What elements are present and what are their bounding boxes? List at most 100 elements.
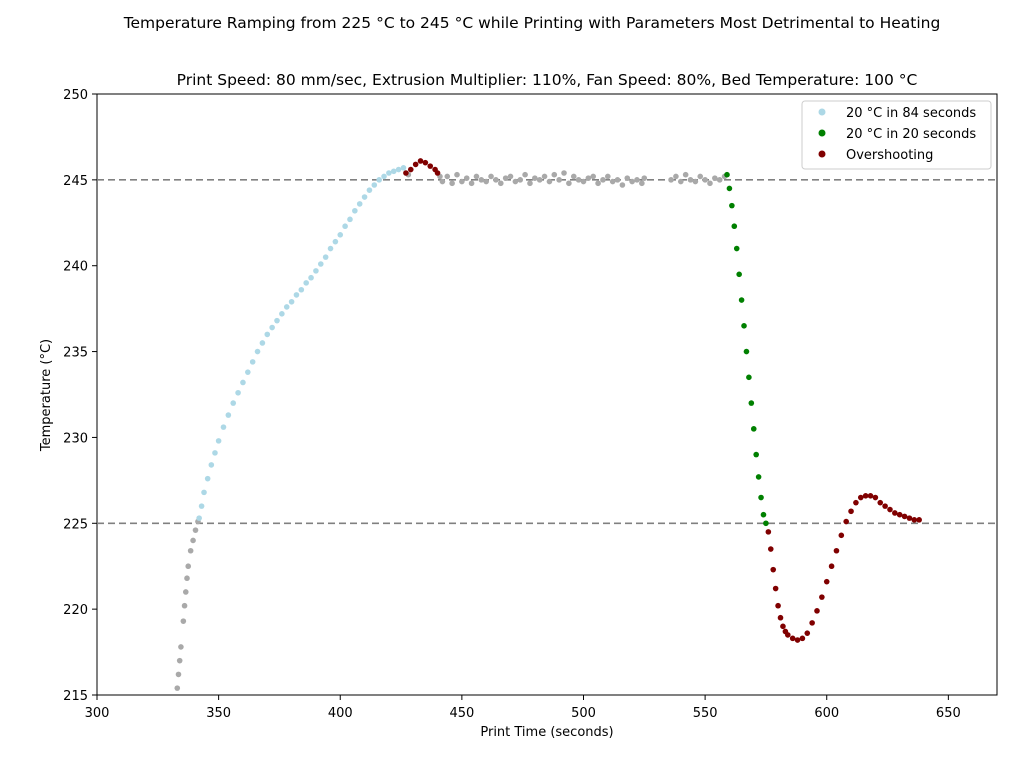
data-point	[733, 245, 740, 252]
data-point	[789, 635, 796, 642]
data-point	[444, 173, 451, 180]
data-point	[493, 177, 499, 183]
series-1	[196, 165, 407, 521]
data-point	[833, 547, 840, 554]
data-point	[201, 489, 207, 496]
data-point	[750, 426, 757, 432]
data-point	[906, 515, 913, 521]
y-axis: 215 220 225 230 235 240 245 250	[63, 88, 97, 704]
data-point	[541, 173, 548, 180]
legend-label-84-seconds: 20 °C in 84 seconds	[846, 106, 976, 121]
legend: 20 °C in 84 seconds 20 °C in 20 seconds …	[801, 100, 992, 170]
data-point	[279, 310, 285, 317]
data-point	[459, 178, 465, 185]
data-point	[342, 223, 348, 230]
data-point	[174, 685, 181, 691]
data-point	[308, 274, 314, 281]
data-point	[468, 180, 475, 187]
data-point	[772, 585, 779, 592]
data-point	[407, 166, 414, 173]
legend-marker-84-seconds	[818, 108, 826, 116]
data-point	[872, 494, 879, 501]
data-point	[434, 170, 441, 176]
x-tick-label: 400	[328, 706, 353, 721]
data-point	[303, 280, 309, 286]
data-point	[356, 201, 363, 207]
data-point	[215, 438, 222, 444]
data-point	[176, 657, 183, 664]
data-point	[843, 518, 849, 525]
data-point	[716, 177, 723, 183]
data-point	[298, 286, 305, 293]
data-point	[417, 158, 424, 164]
data-point	[758, 494, 764, 501]
x-tick-label: 600	[814, 706, 839, 721]
data-point	[780, 623, 786, 630]
data-point	[361, 194, 368, 200]
data-point	[590, 173, 597, 180]
data-point	[293, 292, 300, 298]
data-point	[322, 254, 329, 260]
data-point	[187, 547, 194, 554]
data-point	[838, 532, 845, 539]
data-point	[566, 180, 572, 187]
legend-box	[801, 100, 992, 170]
x-axis: 300 350 400 450 500 550 600 650	[85, 695, 961, 721]
data-point	[697, 173, 704, 180]
data-point	[212, 450, 218, 456]
data-point	[619, 182, 626, 188]
data-point	[814, 608, 820, 614]
chart-title: Temperature Ramping from 225 °C to 245 °…	[123, 14, 941, 32]
data-point	[182, 589, 189, 595]
data-point	[269, 324, 275, 331]
data-point	[755, 474, 762, 480]
data-point	[371, 182, 378, 188]
data-point	[180, 618, 187, 624]
data-point	[196, 515, 202, 521]
series-3	[403, 158, 922, 643]
data-point	[763, 520, 769, 527]
data-point	[853, 499, 859, 506]
data-point	[532, 175, 538, 181]
data-point	[185, 563, 192, 570]
data-point	[777, 614, 784, 621]
data-point	[916, 517, 922, 523]
data-point	[682, 171, 689, 178]
data-point	[809, 620, 815, 626]
data-point	[347, 216, 353, 223]
data-point	[546, 178, 553, 185]
data-point	[395, 166, 402, 173]
data-point	[178, 644, 184, 650]
data-point	[352, 207, 358, 214]
data-point	[288, 298, 295, 305]
data-point	[819, 594, 825, 600]
data-point	[629, 178, 635, 185]
data-point	[230, 400, 237, 406]
data-point	[882, 503, 888, 509]
data-point	[497, 180, 504, 187]
data-point	[403, 170, 409, 176]
data-point	[828, 563, 835, 570]
data-point	[877, 499, 884, 506]
data-point	[600, 177, 606, 183]
data-point	[712, 175, 718, 181]
data-point	[887, 506, 893, 513]
data-point	[198, 503, 205, 509]
data-point	[249, 359, 256, 365]
data-point	[857, 494, 864, 501]
data-point	[264, 331, 271, 338]
data-point	[605, 173, 611, 180]
data-point	[208, 462, 215, 468]
data-point	[585, 175, 592, 181]
data-points-layer	[174, 158, 922, 691]
data-point	[760, 511, 767, 518]
data-point	[770, 566, 777, 573]
legend-marker-overshooting	[818, 150, 826, 158]
data-point	[274, 317, 280, 324]
data-point	[317, 261, 324, 267]
data-point	[507, 173, 514, 180]
data-point	[332, 238, 339, 245]
data-point	[848, 508, 854, 515]
series-2	[724, 171, 769, 527]
data-point	[785, 632, 791, 638]
